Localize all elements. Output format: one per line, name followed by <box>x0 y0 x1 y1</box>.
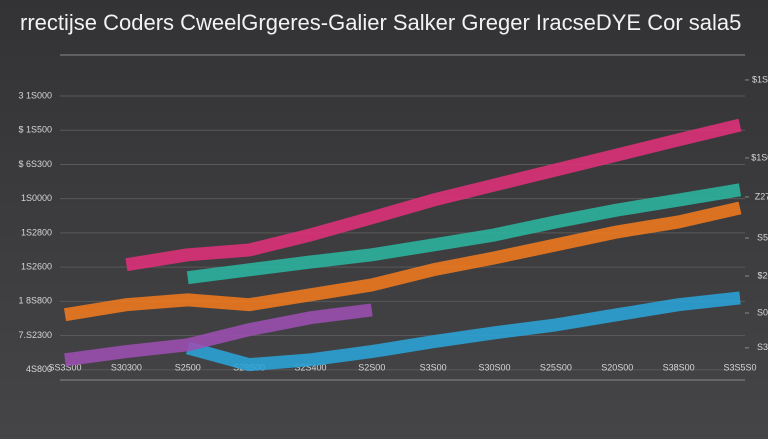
y-tick-label: 7.S2300 <box>18 330 52 340</box>
x-tick-label: S30S00 <box>479 362 511 372</box>
x-tick-label: S2S00 <box>358 362 385 372</box>
x-tick-label: S20S00 <box>601 362 633 372</box>
y-tick-label: 3 1S000 <box>18 90 52 100</box>
x-tick-label: S2500 <box>175 362 201 372</box>
series-ribbon <box>125 118 742 272</box>
series-ribbon <box>64 303 373 367</box>
x-tick-label: S3S00 <box>420 362 447 372</box>
series-ribbon <box>63 201 742 322</box>
y-tick-label: 4S800 <box>26 364 52 374</box>
y2-tick-label: S00 <box>757 307 768 317</box>
y2-tick-label: $1S00 <box>752 74 768 84</box>
y2-tick-label: $20 <box>757 270 768 280</box>
y-tick-label: 1 8S800 <box>18 296 52 306</box>
y2-tick-label: Z270 <box>755 191 768 201</box>
series-ribbon <box>185 291 741 372</box>
y-tick-label: $ 6S300 <box>18 159 52 169</box>
series-ribbon <box>186 183 742 285</box>
y-tick-label: 1S2800 <box>21 227 52 237</box>
y2-tick-label: $1S0D <box>751 152 768 162</box>
x-tick-label: SS3S00 <box>48 362 81 372</box>
chart-title: rrectijse Coders CweelGrgeres-Galier Sal… <box>20 10 741 35</box>
y-tick-label: 1S2600 <box>21 261 52 271</box>
x-tick-label: S25S00 <box>540 362 572 372</box>
y2-tick-label: S50 <box>757 232 768 242</box>
y-tick-label: 1S0000 <box>21 193 52 203</box>
x-tick-label: S2S400 <box>294 362 326 372</box>
y2-tick-label: S30 <box>757 342 768 352</box>
x-tick-label: S38S00 <box>663 362 695 372</box>
x-tick-label: S3S5S0 <box>723 362 756 372</box>
x-tick-label: S30300 <box>111 362 142 372</box>
y-tick-label: $ 1S500 <box>18 125 52 135</box>
